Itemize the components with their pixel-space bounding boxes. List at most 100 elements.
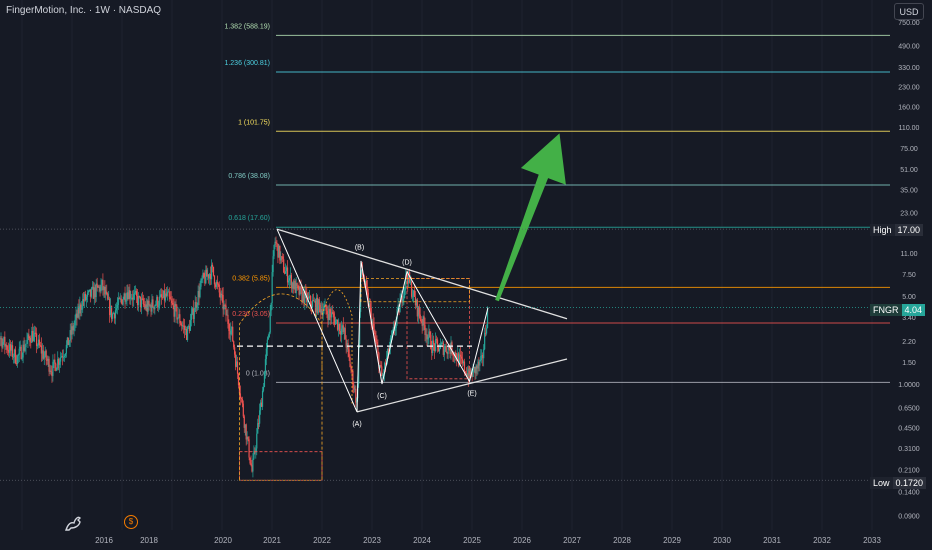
candle-body xyxy=(39,345,42,347)
candle-body xyxy=(231,326,233,330)
candle-body xyxy=(384,363,386,374)
candle-body xyxy=(434,344,436,352)
candle-body xyxy=(195,302,197,308)
candle-body xyxy=(163,290,166,301)
candle-body xyxy=(89,289,92,297)
candle-body xyxy=(239,393,242,399)
candle-body xyxy=(293,281,295,289)
candle-body xyxy=(85,296,88,300)
candle-body xyxy=(356,398,358,403)
candle-body xyxy=(440,343,442,345)
candle-body xyxy=(329,309,331,314)
candle-body xyxy=(235,354,237,367)
candle-body xyxy=(429,331,431,335)
candle-body xyxy=(67,337,69,346)
candle-body xyxy=(391,330,393,336)
wave-label: (A) xyxy=(352,421,361,428)
candle-body xyxy=(304,290,306,304)
candle-body xyxy=(84,293,86,302)
candle-body xyxy=(111,313,114,319)
candle-body xyxy=(139,296,142,308)
candle-body xyxy=(187,326,190,327)
candle-body xyxy=(435,339,437,352)
candle-body xyxy=(298,286,300,295)
candle-body xyxy=(36,345,39,347)
candle-body xyxy=(60,356,63,358)
candle-body xyxy=(369,303,371,308)
candle-body xyxy=(85,293,87,300)
candle-body xyxy=(104,286,106,295)
candle-body xyxy=(479,360,481,366)
candle-body xyxy=(12,356,15,358)
y-tick-label: 110.00 xyxy=(899,125,920,132)
candle-body xyxy=(54,359,56,364)
candle-body xyxy=(33,334,35,342)
x-tick-label: 2033 xyxy=(863,536,881,545)
candle-body xyxy=(73,325,75,331)
candle-body xyxy=(453,354,455,357)
candle-body xyxy=(403,290,405,300)
candle-body xyxy=(460,354,462,357)
candle-body xyxy=(122,299,124,305)
candle-body xyxy=(232,326,234,342)
candle-body xyxy=(233,341,235,348)
candle-body xyxy=(385,363,387,365)
candle-body xyxy=(3,336,5,342)
y-axis: 750.00 490.00 330.00 230.00 160.00 110.00 75.0… xyxy=(890,0,932,550)
fib-level-label: 0 (1.03) xyxy=(246,370,270,377)
y-tick-label: 0.2100 xyxy=(898,467,920,474)
candle-body xyxy=(100,284,102,292)
candle-body xyxy=(172,303,174,306)
candle-body xyxy=(208,274,210,279)
candle-body xyxy=(127,292,129,300)
candle-body xyxy=(133,293,135,300)
candle-body xyxy=(375,338,377,343)
candle-body xyxy=(64,353,67,356)
candle-body xyxy=(328,309,330,320)
candle-body xyxy=(355,388,357,403)
candle-body xyxy=(348,349,350,357)
candle-body xyxy=(5,345,7,347)
tradingview-logo-icon[interactable] xyxy=(62,511,86,535)
candle-body xyxy=(63,355,66,357)
currency-button[interactable]: USD xyxy=(894,3,924,20)
candle-body xyxy=(77,306,79,318)
candle-body xyxy=(210,273,212,280)
dashed-arc xyxy=(239,293,323,481)
candle-body xyxy=(234,347,236,355)
candle-body xyxy=(257,423,259,434)
candle-body xyxy=(110,305,113,319)
candle-body xyxy=(451,342,453,354)
candle-body xyxy=(32,330,34,342)
candle-body xyxy=(169,296,171,300)
candle-body xyxy=(256,433,258,449)
candle-body xyxy=(20,346,22,359)
dollar-icon[interactable]: $ xyxy=(124,515,138,529)
candle-body xyxy=(447,346,449,355)
high-tag-label: High xyxy=(870,224,895,236)
fib-level-label: 1 (101.75) xyxy=(238,119,270,126)
candle-body xyxy=(140,298,142,308)
candle-body xyxy=(260,402,263,407)
candle-body xyxy=(401,294,403,303)
candle-body xyxy=(374,332,376,339)
candle-body xyxy=(428,331,430,338)
candle-body xyxy=(427,337,429,340)
candle-body xyxy=(364,281,367,285)
candle-body xyxy=(185,329,188,340)
candle-body xyxy=(308,296,310,298)
candle-body xyxy=(296,283,298,286)
x-tick-label: 2023 xyxy=(363,536,381,545)
candle-body xyxy=(410,281,412,283)
candle-body xyxy=(41,350,43,354)
candle-body xyxy=(126,292,128,300)
candle-body xyxy=(289,275,292,279)
candle-body xyxy=(225,305,227,316)
candle-body xyxy=(66,337,68,345)
candle-body xyxy=(55,363,57,371)
candle-body xyxy=(235,361,238,367)
candle-body xyxy=(62,356,65,358)
candle-body xyxy=(485,332,487,334)
candle-body xyxy=(282,256,284,260)
